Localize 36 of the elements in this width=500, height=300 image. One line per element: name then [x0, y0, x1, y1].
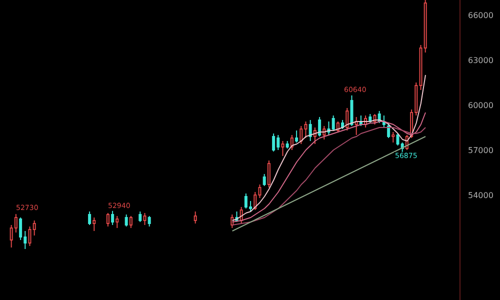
candlestick [267, 160, 270, 188]
candlestick [387, 122, 390, 138]
y-tick-label: 60000 [468, 100, 494, 110]
y-tick-label: 63000 [468, 56, 494, 65]
candlestick [392, 132, 395, 143]
candlestick [194, 211, 197, 224]
candlestick [92, 217, 96, 232]
candlestick [148, 216, 151, 227]
candlestick [116, 216, 119, 228]
candlestick [230, 214, 234, 228]
candlestick [346, 108, 349, 131]
candlestick [308, 120, 312, 142]
candlestick [106, 212, 110, 227]
candlestick [19, 217, 22, 240]
candlestick [111, 210, 114, 226]
candlestick [318, 116, 322, 137]
candlestick [143, 212, 146, 226]
candlestick [350, 94, 354, 126]
y-tick-label: 54000 [468, 190, 494, 200]
candlestick [262, 174, 266, 186]
candlestick [332, 115, 335, 131]
y-tick-label: 57000 [468, 146, 494, 155]
candlestick [272, 133, 276, 152]
y-tick-label: 66000 [468, 10, 494, 20]
candlestick [281, 140, 284, 156]
candlestick [88, 211, 92, 226]
candlestick [254, 192, 257, 210]
candlestick [129, 216, 132, 228]
candlestick [290, 134, 294, 150]
candlestick [300, 126, 303, 144]
candlestick [304, 121, 308, 138]
candlestick [138, 211, 142, 222]
candlestick [258, 184, 262, 198]
candlestick [295, 130, 298, 143]
candlestick [322, 126, 326, 140]
candlestick [124, 214, 128, 227]
